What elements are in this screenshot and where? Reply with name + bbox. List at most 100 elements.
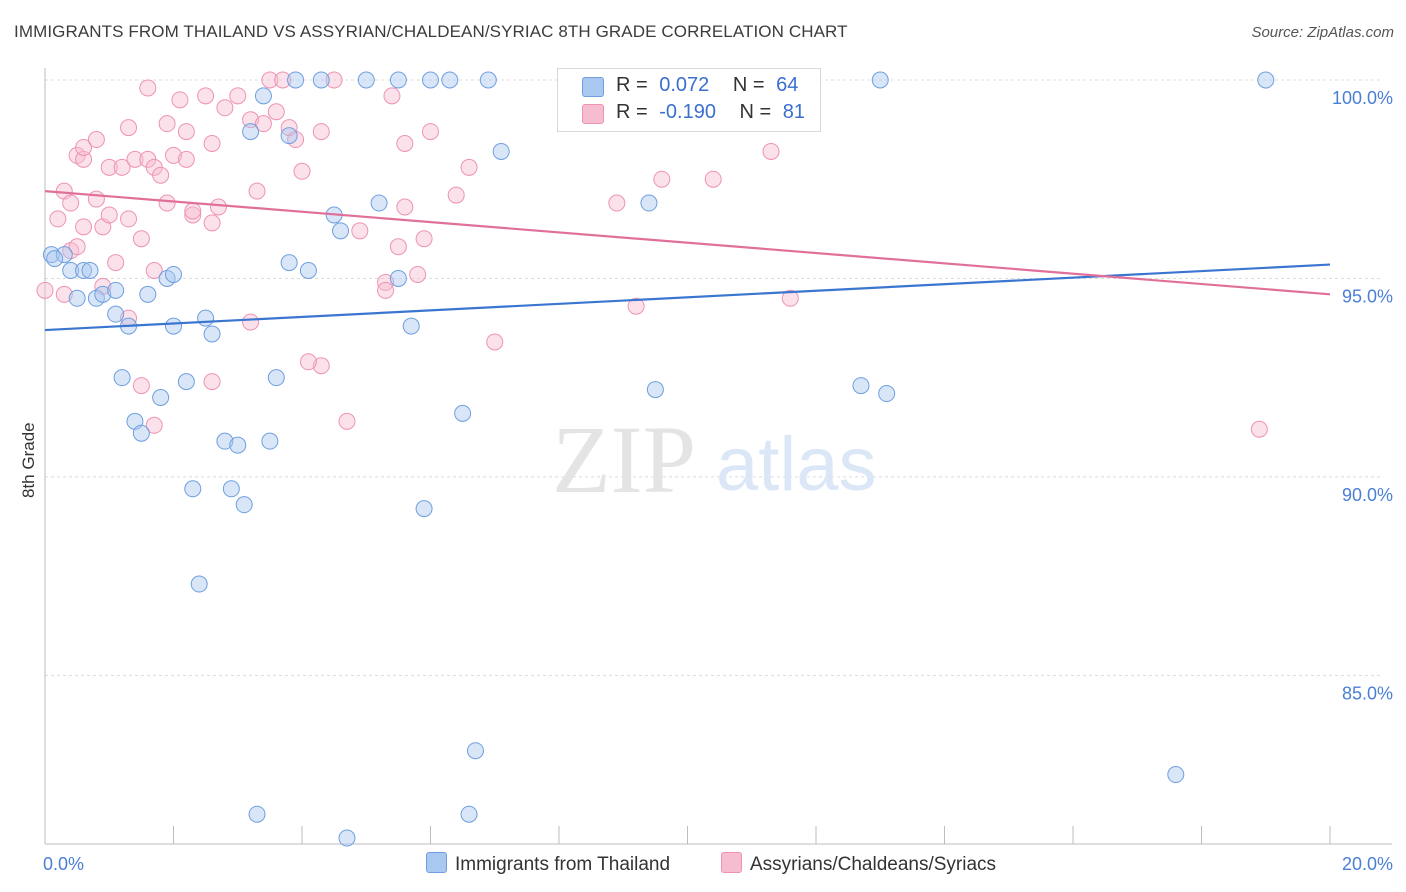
legend-r-value: 0.072 — [659, 74, 710, 96]
point-assyrians — [396, 198, 414, 216]
series-legend-item-assyrians[interactable]: Assyrians/Chaldeans/Syriacs — [721, 852, 996, 876]
point-thailand — [107, 305, 125, 323]
point-assyrians — [87, 190, 105, 208]
point-thailand — [81, 262, 99, 280]
point-thailand — [415, 500, 433, 518]
legend-swatch-blue — [582, 77, 604, 97]
point-thailand — [62, 262, 80, 280]
point-assyrians — [158, 115, 176, 133]
point-assyrians — [145, 416, 163, 434]
point-thailand — [646, 381, 664, 399]
point-assyrians — [627, 297, 645, 315]
legend-r-label: R = — [616, 74, 648, 96]
point-thailand — [1167, 766, 1185, 784]
point-thailand — [312, 71, 330, 89]
point-assyrians — [171, 91, 189, 109]
point-assyrians — [120, 119, 138, 137]
point-assyrians — [152, 166, 170, 184]
y-tick-label: 85.0% — [1342, 683, 1393, 703]
point-assyrians — [36, 281, 54, 299]
point-assyrians — [704, 170, 722, 188]
point-thailand — [190, 575, 208, 593]
point-thailand — [454, 404, 472, 422]
point-thailand — [460, 805, 478, 823]
point-assyrians — [409, 265, 427, 283]
point-assyrians — [75, 138, 93, 156]
point-assyrians — [312, 357, 330, 375]
point-thailand — [254, 87, 272, 105]
point-assyrians — [203, 373, 221, 391]
point-assyrians — [177, 123, 195, 141]
legend-n-label: N = — [732, 74, 765, 96]
point-thailand — [1257, 71, 1275, 89]
point-thailand — [177, 373, 195, 391]
point-thailand — [389, 71, 407, 89]
watermark: ZIP atlas — [552, 406, 877, 513]
point-thailand — [370, 194, 388, 212]
point-assyrians — [1250, 420, 1268, 438]
legend-text: R = 0.072 N = 64 — [616, 74, 798, 97]
point-thailand — [402, 317, 420, 335]
series-legend-item-thailand[interactable]: Immigrants from Thailand — [426, 852, 670, 876]
point-assyrians — [338, 412, 356, 430]
stats-legend: R = 0.072 N = 64 R = -0.190 N = 81 — [557, 68, 821, 132]
point-thailand — [235, 496, 253, 514]
point-thailand — [229, 436, 247, 454]
point-assyrians — [653, 170, 671, 188]
point-thailand — [75, 262, 93, 280]
point-assyrians — [248, 182, 266, 200]
point-assyrians — [274, 71, 292, 89]
point-assyrians — [62, 194, 80, 212]
point-assyrians — [75, 218, 93, 236]
point-thailand — [640, 194, 658, 212]
point-assyrians — [781, 289, 799, 307]
point-thailand — [46, 250, 64, 268]
point-thailand — [287, 71, 305, 89]
point-thailand — [152, 389, 170, 407]
point-thailand — [68, 289, 86, 307]
y-tick-label: 95.0% — [1342, 286, 1393, 306]
point-thailand — [165, 317, 182, 335]
point-assyrians — [389, 238, 407, 256]
point-assyrians — [203, 214, 221, 232]
legend-swatch-blue — [426, 852, 447, 873]
point-thailand — [242, 123, 260, 141]
y-tick-label: 100.0% — [1332, 88, 1393, 108]
series-thailand-points — [42, 71, 1275, 847]
series-legend-label: Assyrians/Chaldeans/Syriacs — [750, 854, 997, 875]
trend-line-assyrians — [44, 190, 1331, 296]
point-assyrians — [113, 158, 131, 176]
point-thailand — [338, 829, 356, 847]
point-assyrians — [158, 194, 176, 212]
point-thailand — [165, 265, 182, 283]
chart-title: IMMIGRANTS FROM THAILAND VS ASSYRIAN/CHA… — [14, 22, 848, 41]
point-assyrians — [377, 281, 395, 299]
point-assyrians — [267, 103, 285, 121]
series-assyrians-points — [36, 71, 1268, 438]
point-assyrians — [242, 313, 260, 331]
point-thailand — [280, 127, 298, 145]
point-assyrians — [261, 71, 279, 89]
point-assyrians — [100, 206, 118, 224]
point-assyrians — [68, 238, 86, 256]
point-assyrians — [460, 158, 478, 176]
point-assyrians — [75, 150, 93, 168]
point-assyrians — [447, 186, 465, 204]
point-assyrians — [197, 87, 215, 105]
legend-n-label: N = — [739, 101, 772, 123]
point-assyrians — [184, 202, 202, 220]
point-assyrians — [177, 150, 195, 168]
point-thailand — [299, 262, 317, 280]
point-assyrians — [415, 230, 433, 248]
watermark-atlas: atlas — [716, 422, 877, 507]
trend-lines — [44, 190, 1331, 332]
point-assyrians — [762, 142, 780, 160]
point-assyrians — [209, 198, 227, 216]
legend-r-value: -0.190 — [659, 101, 716, 123]
point-thailand — [441, 71, 459, 89]
point-assyrians — [608, 194, 626, 212]
point-thailand — [184, 480, 202, 498]
point-assyrians — [107, 254, 125, 272]
point-assyrians — [87, 131, 105, 149]
